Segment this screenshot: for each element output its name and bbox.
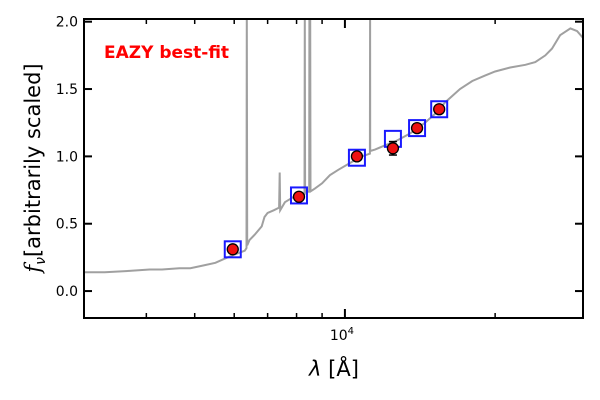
observed-point <box>386 142 400 155</box>
model-point <box>408 119 427 138</box>
annotation-eazy-best-fit: EAZY best-fit <box>104 43 229 63</box>
model-point <box>223 240 242 259</box>
plot-frame <box>83 18 584 319</box>
y-tick-label: 1.5 <box>56 82 78 98</box>
observed-point <box>350 150 364 163</box>
x-axis-label: λ [Å] <box>308 355 359 381</box>
observed-point <box>410 121 424 135</box>
model-point <box>430 100 449 119</box>
observed-point <box>292 190 306 203</box>
y-tick-label: 0.5 <box>56 217 78 233</box>
y-tick-label: 1.0 <box>56 149 78 165</box>
model-point <box>289 186 308 205</box>
observed-point <box>433 103 446 116</box>
model-point <box>347 148 366 167</box>
x-tick-label: 104 <box>330 326 354 344</box>
y-tick-label: 0.0 <box>56 284 78 300</box>
y-axis-label: fν[arbitrarily scaled] <box>21 63 49 274</box>
y-tick-label: 2.0 <box>56 15 78 31</box>
observed-point <box>226 243 239 256</box>
